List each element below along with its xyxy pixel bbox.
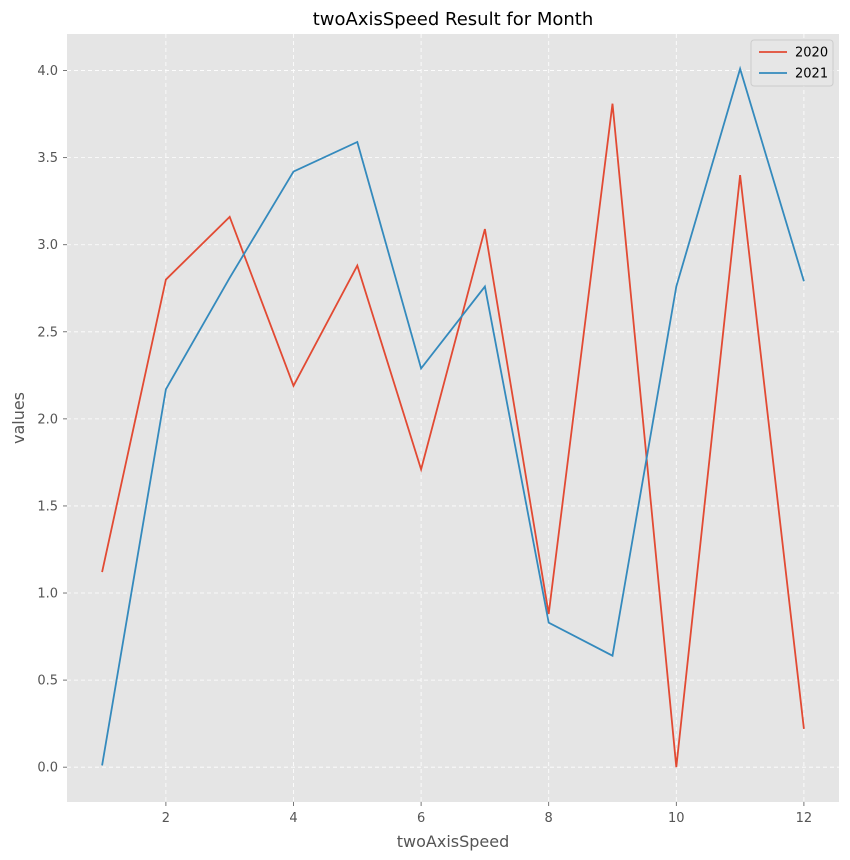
y-tick-label: 3.0 [37, 238, 58, 253]
y-tick-label: 2.0 [37, 412, 58, 427]
plot-area [67, 34, 839, 802]
y-tick-label: 1.5 [37, 499, 58, 514]
y-tick-label: 3.5 [37, 151, 58, 166]
series-line-2020 [101, 103, 805, 768]
y-tick-label: 0.5 [37, 674, 58, 689]
chart-title: twoAxisSpeed Result for Month [313, 9, 594, 30]
x-tick-label: 8 [545, 811, 553, 826]
x-axis: 2 4 6 8 10 12 [162, 802, 812, 826]
y-tick-label: 4.0 [37, 64, 58, 79]
legend: 2020 2021 [750, 39, 834, 87]
x-tick-label: 4 [289, 811, 297, 826]
x-tick-label: 2 [162, 811, 170, 826]
y-axis-label: values [9, 392, 28, 444]
legend-label-2021: 2021 [795, 67, 828, 82]
legend-label-2020: 2020 [795, 46, 828, 61]
x-tick-label: 12 [796, 811, 813, 826]
y-axis: 0.0 0.5 1.0 1.5 2.0 2.5 3.0 3.5 4.0 [37, 64, 67, 776]
x-tick-label: 10 [668, 811, 685, 826]
x-tick-label: 6 [417, 811, 425, 826]
x-axis-label: twoAxisSpeed [397, 832, 510, 851]
grid [67, 34, 839, 802]
y-tick-label: 0.0 [37, 761, 58, 776]
series-line-2021 [101, 65, 805, 766]
y-tick-label: 2.5 [37, 325, 58, 340]
series-layer [101, 65, 805, 768]
y-tick-label: 1.0 [37, 587, 58, 602]
